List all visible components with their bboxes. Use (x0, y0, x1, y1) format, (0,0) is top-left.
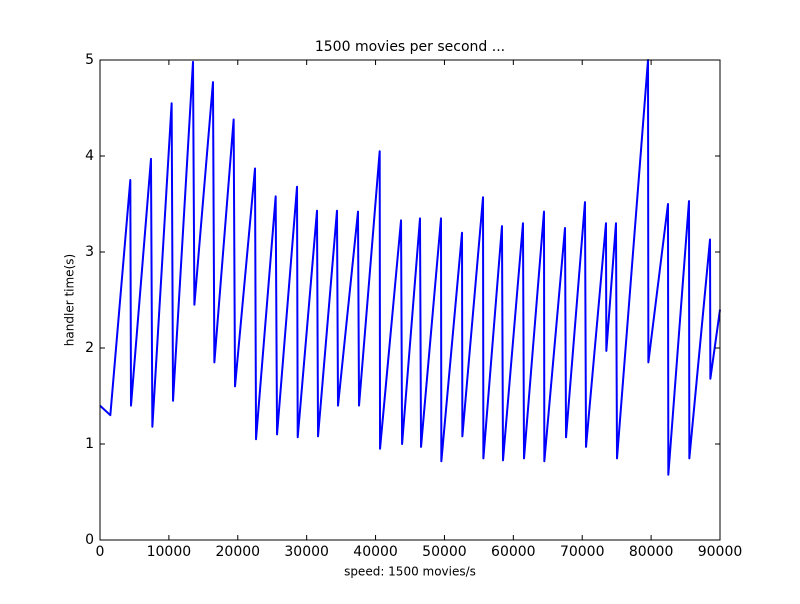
x-tick-label: 70000 (560, 544, 605, 560)
plot-frame (99, 59, 721, 541)
y-axis-label: handler time(s) (63, 254, 77, 346)
x-tick-label: 0 (96, 544, 105, 560)
y-tick-label: 3 (85, 244, 94, 260)
x-axis-label: speed: 1500 movies/s (344, 565, 476, 579)
y-tick-label: 4 (85, 148, 94, 164)
y-tick-label: 5 (85, 52, 94, 68)
x-tick-label: 30000 (284, 544, 329, 560)
y-tick-label: 0 (85, 532, 94, 548)
data-line (99, 59, 721, 476)
x-tick-label: 40000 (353, 544, 398, 560)
y-tick-label: 2 (85, 340, 94, 356)
x-tick-label: 60000 (491, 544, 536, 560)
y-tick-label: 1 (85, 436, 94, 452)
x-tick-label: 50000 (422, 544, 467, 560)
x-tick-label: 90000 (698, 544, 743, 560)
x-tick-label: 80000 (629, 544, 674, 560)
chart-title: 1500 movies per second ... (315, 39, 505, 55)
x-tick-label: 10000 (147, 544, 192, 560)
x-tick-label: 20000 (216, 544, 261, 560)
